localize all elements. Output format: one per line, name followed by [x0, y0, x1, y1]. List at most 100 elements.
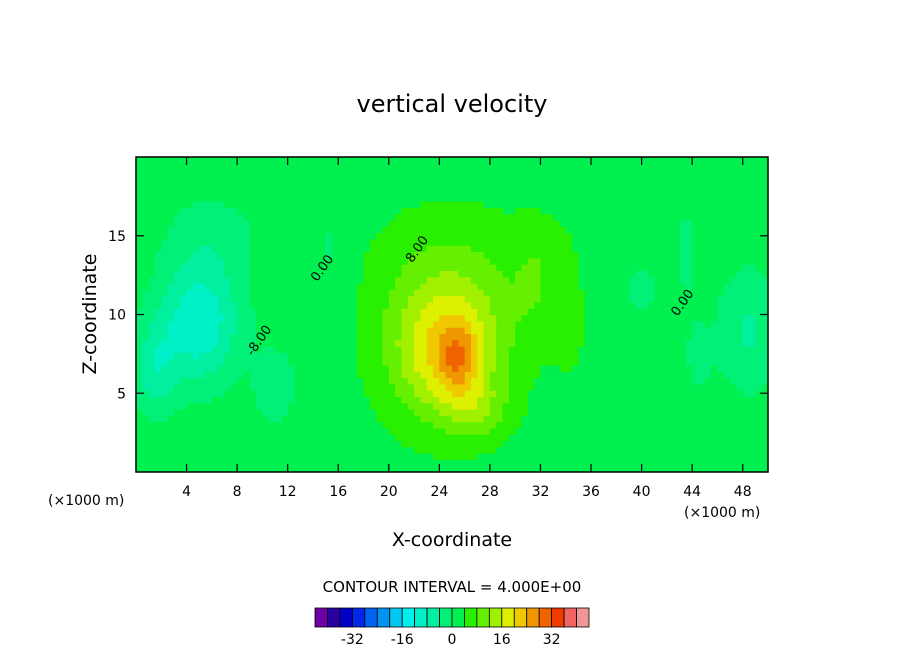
field-cell	[540, 308, 548, 316]
field-cell	[395, 213, 403, 221]
field-cell	[679, 238, 687, 246]
field-cell	[161, 364, 169, 372]
field-cell	[755, 352, 763, 360]
field-cell	[275, 245, 282, 253]
field-cell	[331, 364, 339, 372]
field-cell	[572, 396, 579, 404]
field-cell	[572, 339, 579, 347]
field-cell	[319, 402, 327, 410]
field-cell	[300, 157, 308, 164]
field-cell	[262, 402, 270, 410]
field-cell	[470, 264, 478, 271]
field-cell	[546, 333, 554, 341]
field-cell	[723, 390, 731, 397]
field-cell	[199, 434, 207, 442]
field-cell	[325, 453, 333, 460]
field-cell	[692, 377, 700, 385]
field-cell	[515, 289, 523, 297]
field-cell	[161, 465, 169, 472]
field-cell	[420, 314, 428, 322]
field-cell	[401, 377, 409, 385]
field-cell	[496, 207, 504, 215]
field-cell	[262, 377, 270, 385]
field-cell	[256, 289, 263, 297]
field-cell	[654, 440, 662, 448]
field-cell	[388, 169, 396, 177]
field-cell	[224, 459, 232, 467]
field-cell	[237, 220, 245, 227]
field-cell	[237, 434, 245, 442]
field-cell	[312, 308, 320, 316]
field-cell	[572, 289, 579, 297]
field-cell	[148, 346, 156, 353]
field-cell	[603, 201, 611, 208]
field-cell	[395, 182, 403, 190]
field-cell	[521, 465, 529, 472]
field-cell	[736, 270, 744, 278]
field-cell	[711, 396, 719, 404]
field-cell	[325, 251, 333, 259]
field-cell	[180, 390, 188, 397]
field-cell	[622, 245, 630, 253]
field-cell	[635, 213, 643, 221]
field-cell	[717, 213, 725, 221]
field-cell	[610, 301, 617, 309]
field-cell	[154, 226, 162, 234]
field-cell	[230, 415, 238, 423]
field-cell	[553, 175, 561, 183]
field-cell	[610, 295, 617, 303]
field-cell	[628, 377, 636, 385]
field-cell	[350, 434, 358, 442]
field-cell	[363, 327, 371, 334]
field-cell	[382, 320, 390, 328]
field-cell	[350, 421, 358, 429]
field-cell	[142, 245, 150, 253]
field-cell	[395, 188, 403, 196]
field-cell	[540, 157, 548, 164]
field-cell	[742, 226, 750, 234]
field-cell	[540, 207, 548, 215]
field-cell	[483, 446, 491, 454]
field-cell	[344, 226, 352, 234]
field-cell	[382, 459, 390, 467]
field-cell	[325, 333, 333, 341]
field-cell	[515, 314, 523, 322]
field-cell	[673, 232, 681, 240]
field-cell	[711, 308, 719, 316]
field-cell	[496, 320, 504, 328]
field-cell	[325, 383, 333, 391]
field-cell	[553, 188, 561, 196]
field-cell	[521, 220, 529, 227]
field-cell	[407, 396, 415, 404]
field-cell	[420, 352, 428, 360]
field-cell	[711, 459, 719, 467]
field-cell	[647, 251, 655, 259]
field-cell	[508, 415, 516, 423]
field-cell	[312, 169, 320, 177]
field-cell	[306, 440, 314, 448]
field-cell	[426, 194, 434, 202]
field-cell	[654, 283, 662, 290]
field-cell	[534, 163, 542, 171]
field-cell	[666, 251, 674, 259]
field-cell	[357, 157, 365, 164]
field-cell	[730, 320, 737, 328]
field-cell	[395, 207, 403, 215]
field-cell	[458, 238, 466, 246]
field-cell	[262, 245, 270, 253]
field-cell	[622, 308, 630, 316]
field-cell	[136, 257, 143, 265]
field-cell	[679, 427, 687, 435]
field-cell	[527, 194, 535, 202]
field-cell	[205, 188, 213, 196]
field-cell	[717, 226, 725, 234]
field-cell	[496, 264, 504, 271]
field-cell	[502, 289, 510, 297]
field-cell	[749, 371, 756, 379]
field-cell	[749, 207, 756, 215]
field-cell	[622, 402, 630, 410]
field-cell	[736, 283, 744, 290]
field-cell	[154, 421, 162, 429]
field-cell	[148, 434, 156, 442]
field-cell	[319, 308, 327, 316]
